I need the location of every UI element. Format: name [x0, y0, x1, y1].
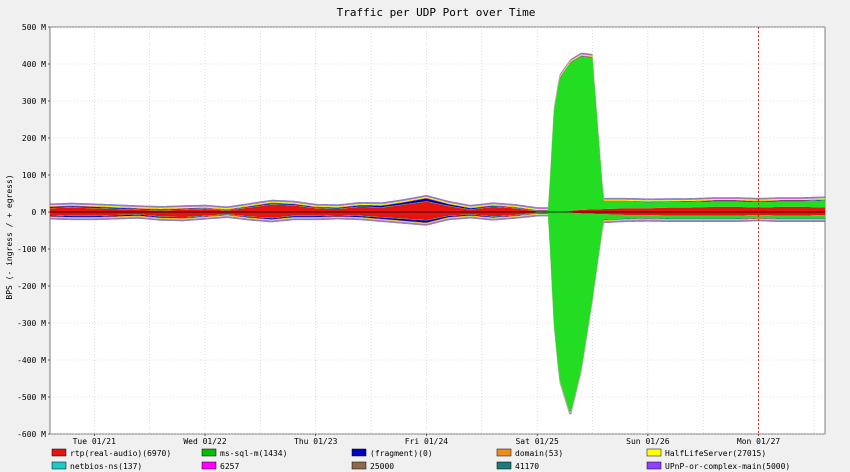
x-tick-label: Thu 01/23 [294, 437, 338, 446]
y-tick-label: 0 M [32, 208, 47, 217]
chart-title: Traffic per UDP Port over Time [337, 6, 536, 19]
legend-swatch [351, 461, 367, 470]
legend-label: ms-sql-m(1434) [220, 449, 287, 458]
legend-label: HalfLifeServer(27015) [665, 449, 766, 458]
legend-swatch [496, 461, 512, 470]
y-tick-label: -300 M [17, 319, 46, 328]
y-tick-label: -100 M [17, 245, 46, 254]
legend-label: netbios-ns(137) [70, 462, 142, 471]
y-tick-label: 100 M [22, 171, 46, 180]
legend-swatch [646, 461, 662, 470]
x-tick-label: Mon 01/27 [737, 437, 781, 446]
legend: rtp(real-audio)(6970) ms-sql-m(1434) (frag… [51, 448, 790, 471]
y-tick-label: -600 M [17, 430, 46, 439]
legend-swatch [646, 448, 662, 457]
x-tick-label: Tue 01/21 [73, 437, 117, 446]
y-tick-label: -200 M [17, 282, 46, 291]
legend-label: 6257 [220, 462, 239, 471]
legend-label: domain(53) [515, 449, 563, 458]
x-tick-label: Fri 01/24 [405, 437, 449, 446]
x-tick-label: Sun 01/26 [626, 437, 670, 446]
legend-swatch [201, 448, 217, 457]
y-tick-label: -400 M [17, 356, 46, 365]
y-tick-label: -500 M [17, 393, 46, 402]
legend-swatch [351, 448, 367, 457]
legend-swatch [201, 461, 217, 470]
y-tick-label: 500 M [22, 23, 46, 32]
x-tick-label: Sat 01/25 [515, 437, 559, 446]
series-area-ingress-0 [50, 212, 825, 221]
legend-label: 25000 [370, 462, 394, 471]
y-axis-label: BPS (- ingress / + egress) [5, 174, 14, 299]
legend-label: (fragment)(0) [370, 449, 433, 458]
plot-area [49, 26, 826, 435]
legend-swatch [51, 461, 67, 470]
legend-swatch [496, 448, 512, 457]
y-tick-label: 200 M [22, 134, 46, 143]
series-area-egress-0 [50, 201, 825, 212]
legend-label: UPnP-or-complex-main(5000) [665, 462, 790, 471]
y-tick-label: 300 M [22, 97, 46, 106]
y-tick-label: 400 M [22, 60, 46, 69]
axes: 500 M 400 M 300 M 200 M 100 M 0 M -100 M -200 M… [17, 23, 825, 446]
series-areas [50, 52, 825, 415]
x-tick-label: Wed 01/22 [183, 437, 227, 446]
legend-label: rtp(real-audio)(6970) [70, 449, 171, 458]
legend-swatch [51, 448, 67, 457]
legend-label: 41170 [515, 462, 539, 471]
